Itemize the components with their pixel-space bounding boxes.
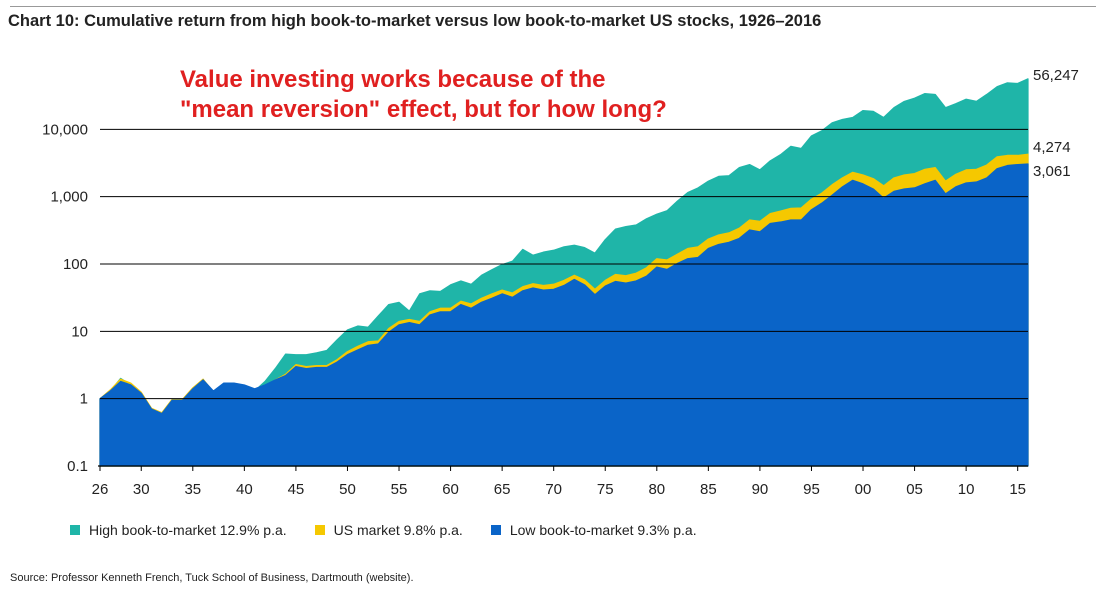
x-tick-label: 10 xyxy=(958,481,975,498)
end-value-label: 56,247 xyxy=(1033,67,1079,84)
y-tick-label: 0.1 xyxy=(67,458,88,475)
x-tick-label: 85 xyxy=(700,481,717,498)
x-tick-label: 00 xyxy=(855,481,872,498)
x-tick-label: 60 xyxy=(442,481,459,498)
legend-label-low: Low book-to-market 9.3% p.a. xyxy=(509,522,697,538)
x-tick-label: 15 xyxy=(1009,481,1026,498)
x-tick-label: 75 xyxy=(597,481,614,498)
y-tick-label: 100 xyxy=(63,256,88,273)
x-tick-label: 70 xyxy=(545,481,562,498)
x-tick-label: 80 xyxy=(648,481,665,498)
x-tick-label: 40 xyxy=(236,481,253,498)
end-value-label: 4,274 xyxy=(1033,139,1071,156)
x-tick-label: 55 xyxy=(391,481,408,498)
x-tick-label: 95 xyxy=(803,481,820,498)
top-rule xyxy=(10,6,1096,7)
y-tick-label: 10,000 xyxy=(42,121,88,138)
annotation-text: Value investing works because of the xyxy=(180,66,605,93)
legend-item-high: High book-to-market 12.9% p.a. xyxy=(70,522,287,538)
source-note: Source: Professor Kenneth French, Tuck S… xyxy=(10,572,414,584)
series-area-low-book-to-market xyxy=(99,163,1029,467)
y-tick-label: 1,000 xyxy=(50,189,88,206)
y-tick-label: 1 xyxy=(80,391,88,408)
legend-swatch-low xyxy=(490,525,501,535)
legend-swatch-high xyxy=(70,525,80,535)
legend-item-low: Low book-to-market 9.3% p.a. xyxy=(490,522,697,538)
plot-area: 0.1 1 10 100 1,000 10,000 26 30 35 40 45 50 55 60 65 70… xyxy=(42,66,1079,498)
x-tick-label: 65 xyxy=(494,481,511,498)
end-value-label: 3,061 xyxy=(1033,163,1071,180)
legend-swatch-market xyxy=(314,525,325,535)
legend-item-market: US market 9.8% p.a. xyxy=(314,522,463,538)
chart-title: Chart 10: Cumulative return from high bo… xyxy=(8,12,822,30)
legend-label-high: High book-to-market 12.9% p.a. xyxy=(89,522,287,538)
x-tick-label: 30 xyxy=(133,481,150,498)
legend: High book-to-market 12.9% p.a. US market… xyxy=(70,522,697,538)
x-tick-label: 50 xyxy=(339,481,356,498)
annotation-text: "mean reversion" effect, but for how lon… xyxy=(180,96,667,123)
x-tick-label: 90 xyxy=(752,481,769,498)
x-tick-label: 35 xyxy=(184,481,201,498)
y-tick-label: 10 xyxy=(71,323,88,340)
x-tick-label: 05 xyxy=(906,481,923,498)
x-tick-label: 45 xyxy=(288,481,305,498)
x-tick-label: 26 xyxy=(92,481,109,498)
legend-label-market: US market 9.8% p.a. xyxy=(333,522,463,538)
